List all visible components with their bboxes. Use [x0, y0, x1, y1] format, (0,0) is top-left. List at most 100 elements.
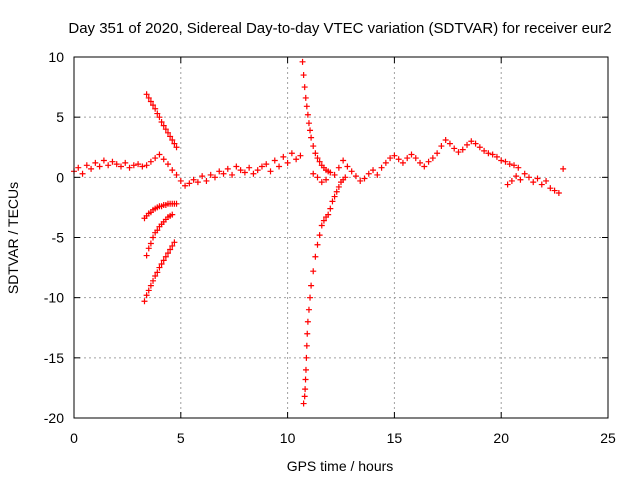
data-point — [300, 400, 307, 407]
data-point — [316, 232, 323, 239]
gridlines — [74, 57, 608, 418]
data-point — [513, 173, 520, 180]
data-point — [304, 318, 311, 325]
plot-frame — [73, 56, 609, 419]
data-point — [263, 161, 270, 168]
data-point — [207, 171, 214, 178]
data-point — [305, 120, 312, 127]
data-point — [143, 162, 150, 169]
data-point — [150, 102, 157, 109]
data-point — [154, 269, 161, 276]
data-point — [329, 198, 336, 205]
data-point — [352, 173, 359, 180]
data-point — [399, 159, 406, 166]
data-point — [169, 242, 176, 249]
data-point — [417, 159, 424, 166]
x-tick-labels: 0 5 10 15 20 25 — [70, 430, 616, 446]
data-point — [164, 161, 171, 168]
data-point — [331, 193, 338, 200]
data-point — [147, 240, 154, 247]
data-point — [387, 155, 394, 162]
data-point — [75, 164, 82, 171]
data-point — [543, 177, 550, 184]
data-point — [147, 158, 154, 165]
data-point — [302, 376, 309, 383]
data-point — [506, 161, 513, 168]
y-axis-label: SDTVAR / TECUs — [5, 182, 21, 294]
series-lower-arc-1 — [141, 200, 180, 222]
data-point — [162, 253, 169, 260]
data-point — [378, 164, 385, 171]
data-point — [216, 168, 223, 175]
data-point — [307, 294, 314, 301]
y-tick-label: 5 — [56, 109, 64, 125]
series-main-band-2 — [310, 137, 522, 186]
data-point — [126, 164, 133, 171]
data-point — [438, 143, 445, 150]
data-point — [158, 118, 165, 125]
data-point — [476, 144, 483, 151]
y-tick-label: -15 — [44, 350, 64, 366]
data-point — [143, 252, 150, 259]
x-tick-label: 15 — [387, 430, 403, 446]
data-point — [310, 170, 317, 177]
x-tick-label: 25 — [600, 430, 616, 446]
data-point — [498, 157, 505, 164]
data-point — [344, 163, 351, 170]
y-tick-labels: -20 -15 -10 -5 0 5 10 — [44, 49, 64, 426]
data-point — [147, 282, 154, 289]
data-point — [182, 182, 189, 189]
data-point — [302, 386, 309, 393]
data-point — [534, 175, 541, 182]
data-point — [451, 145, 458, 152]
data-point — [340, 157, 347, 164]
data-point — [169, 211, 176, 218]
x-axis-label: GPS time / hours — [287, 458, 394, 474]
data-point — [233, 163, 240, 170]
data-point — [139, 163, 146, 170]
data-point — [455, 149, 462, 156]
data-point — [459, 146, 466, 153]
data-point — [241, 169, 248, 176]
data-point — [150, 234, 157, 241]
data-point — [156, 264, 163, 271]
data-point — [162, 126, 169, 133]
data-point — [117, 163, 124, 170]
data-point — [504, 181, 511, 188]
data-point — [169, 167, 176, 174]
data-point — [312, 253, 319, 260]
data-point — [310, 143, 317, 150]
data-point — [156, 151, 163, 158]
data-point — [485, 150, 492, 157]
data-point — [412, 155, 419, 162]
data-point — [143, 91, 150, 98]
data-point — [284, 159, 291, 166]
y-tick-label: 0 — [56, 169, 64, 185]
data-point — [177, 177, 184, 184]
data-point — [113, 161, 120, 168]
data-point — [314, 174, 321, 181]
data-point — [421, 163, 428, 170]
data-point — [365, 170, 372, 177]
data-point — [555, 189, 562, 196]
data-point — [472, 140, 479, 147]
data-point — [408, 151, 415, 158]
data-point — [302, 94, 309, 101]
data-point — [171, 140, 178, 147]
data-point — [312, 150, 319, 157]
data-point — [395, 156, 402, 163]
series-spike-down — [300, 174, 349, 407]
data-point — [464, 141, 471, 148]
data-point — [164, 250, 171, 257]
data-point — [316, 158, 323, 165]
y-tick-label: 10 — [48, 49, 64, 65]
series-spike-up — [299, 58, 332, 175]
data-point — [370, 167, 377, 174]
data-point — [135, 161, 142, 168]
data-point — [300, 72, 307, 79]
data-point — [141, 298, 148, 305]
data-point — [83, 162, 90, 169]
data-point — [325, 211, 332, 218]
data-point — [304, 111, 311, 118]
data-point — [145, 245, 152, 252]
